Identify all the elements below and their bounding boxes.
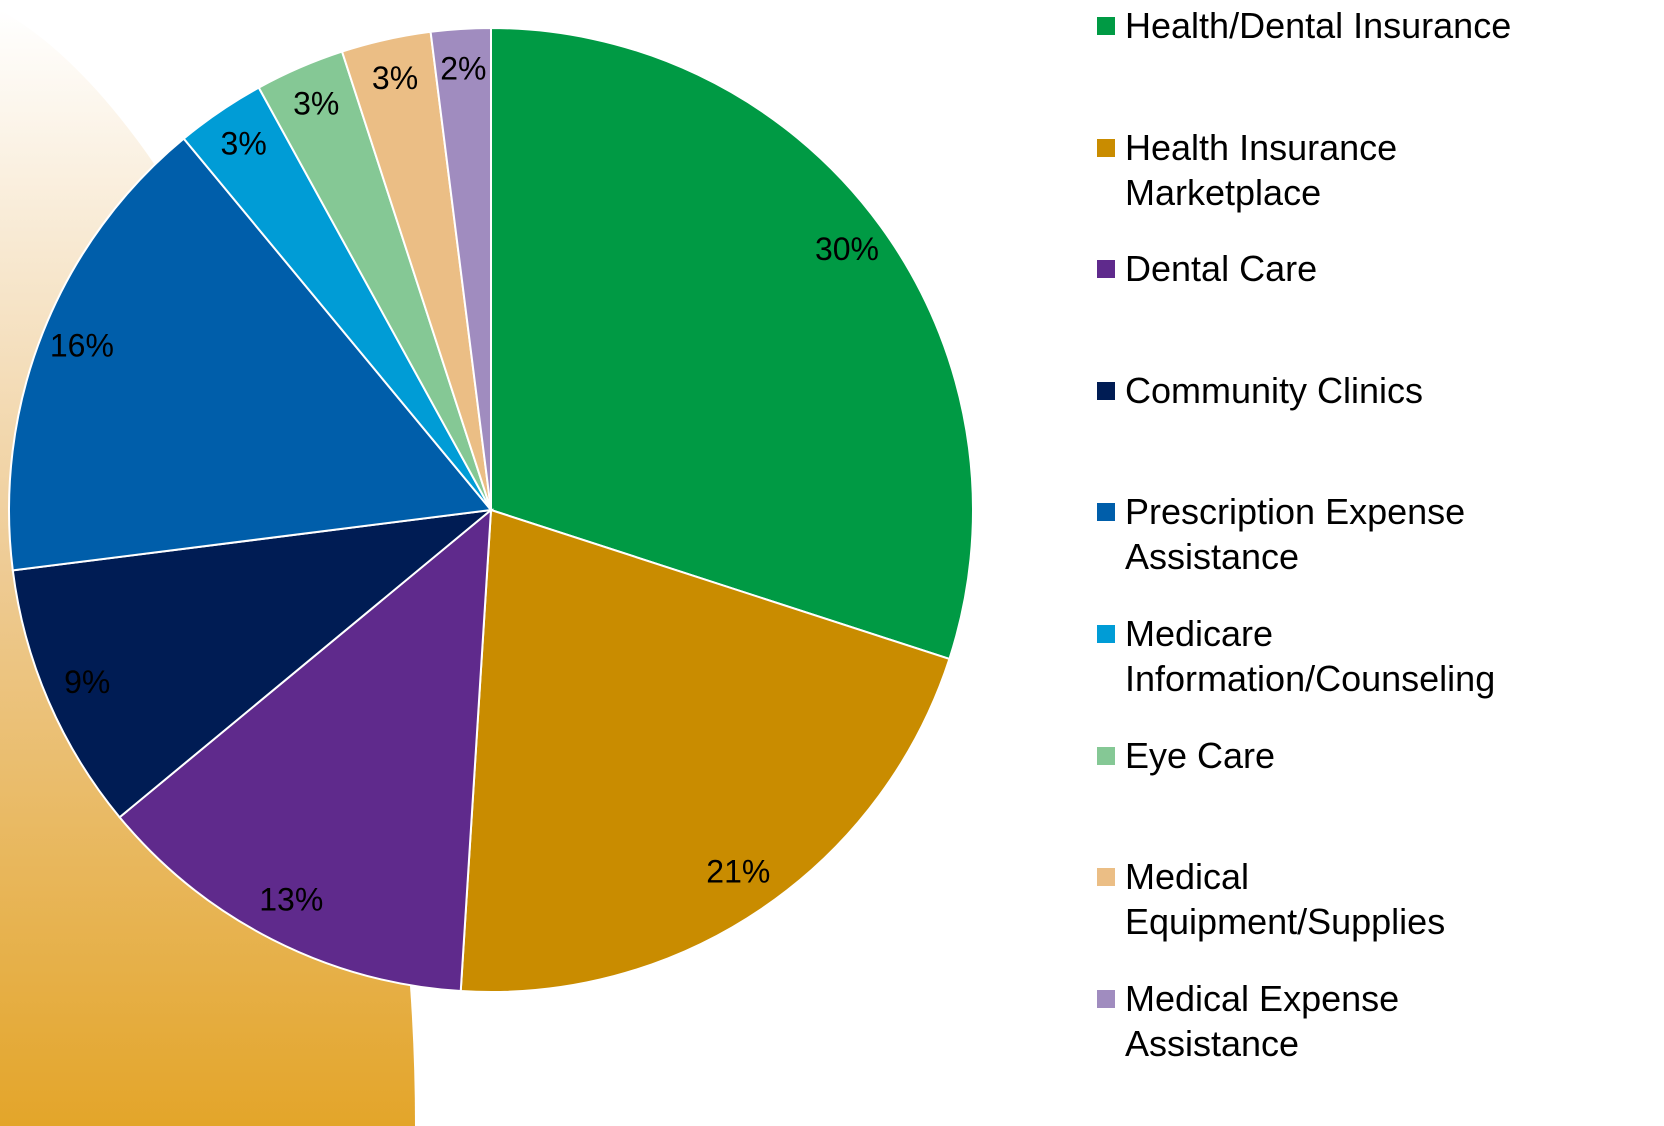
legend-label: Medicare Information/Counseling xyxy=(1125,613,1496,699)
legend-swatch xyxy=(1097,625,1115,643)
data-label: 3% xyxy=(293,86,339,122)
legend-label: Community Clinics xyxy=(1125,369,1424,411)
data-label: 16% xyxy=(50,327,114,363)
legend-swatch xyxy=(1097,989,1115,1008)
legend-label: Health Insurance Marketplace xyxy=(1125,126,1398,213)
data-label: 2% xyxy=(440,50,486,86)
pie-slice xyxy=(490,26,974,661)
pie-slice xyxy=(459,508,951,993)
data-label: 3% xyxy=(372,60,418,96)
legend-swatch xyxy=(1097,138,1115,157)
legend-swatch xyxy=(1097,503,1115,522)
data-label: 13% xyxy=(259,881,323,917)
legend-label: Eye Care xyxy=(1125,734,1276,776)
legend-swatch xyxy=(1097,746,1115,765)
data-label: 30% xyxy=(815,231,879,267)
data-label: 3% xyxy=(221,126,267,162)
pie-slice xyxy=(11,508,495,819)
pie-slice xyxy=(118,507,493,993)
legend-label: Medical Equipment/Supplies xyxy=(1125,856,1446,943)
legend-label: Prescription Expense Assistance xyxy=(1125,491,1466,578)
pie: 30% 21% 13% 9% 16% 3% 3% 3% 2% xyxy=(8,26,974,993)
data-label: 9% xyxy=(64,664,110,700)
legend-label: Dental Care xyxy=(1125,248,1318,290)
legend-swatch xyxy=(1097,260,1115,279)
pie-slice xyxy=(429,26,492,511)
legend-swatch xyxy=(1097,868,1115,887)
legend-label: Medical Expense Assistance xyxy=(1125,977,1400,1064)
pie-slice xyxy=(8,137,493,572)
legend-swatch xyxy=(1097,381,1115,400)
legend-label: Health/Dental Insurance xyxy=(1125,5,1512,46)
data-label: 21% xyxy=(706,853,770,889)
legend-swatch xyxy=(1097,17,1115,35)
